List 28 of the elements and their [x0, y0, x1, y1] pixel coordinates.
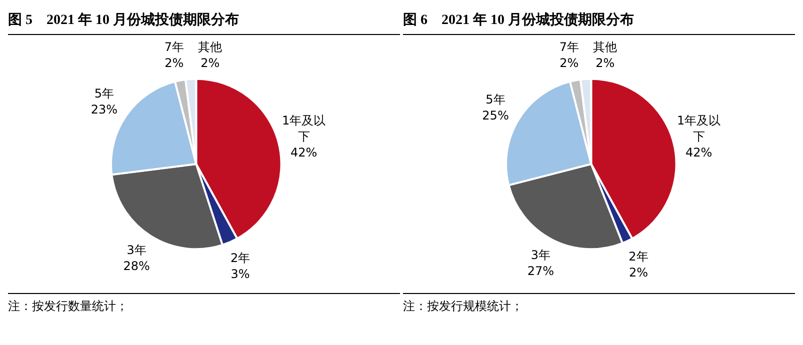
data-label: 27% [527, 264, 554, 278]
data-label: 2% [164, 56, 184, 70]
text: 注：按发行数量统计； [8, 298, 129, 315]
slice-label: 1年及以下 [676, 113, 721, 144]
data-label: 2% [628, 266, 648, 280]
slice-label: 2年 [628, 250, 648, 264]
slice-label: 其他 [198, 40, 222, 54]
data-label: 25% [482, 108, 509, 122]
data-label: 2% [560, 56, 579, 70]
slice-label: 1年及以下 [282, 113, 326, 144]
data-label: 3% [230, 267, 250, 281]
slice-label: 3年 [530, 248, 551, 262]
slice-label: 7年 [559, 40, 579, 54]
data-label: 2% [200, 56, 220, 70]
text: 注：按发行规模统计； [403, 298, 524, 315]
data-label: 42% [685, 145, 712, 160]
data-label: 2% [596, 56, 615, 70]
data-label: 42% [290, 145, 318, 160]
slice-label: 5年 [486, 92, 506, 106]
chart-title: 图 6 2021 年 10 月份城投债期限分布 [403, 8, 795, 35]
slice-label: 3年 [126, 242, 146, 257]
data-label: 28% [123, 258, 150, 273]
slice-label: 5年 [94, 86, 114, 101]
data-label: 23% [90, 102, 118, 117]
slice-label: 7年 [164, 40, 184, 54]
chart-title: 图 5 2021 年 10 月份城投债期限分布 [8, 8, 400, 35]
slice-label: 2年 [230, 251, 250, 265]
slice-label: 其他 [593, 40, 618, 54]
